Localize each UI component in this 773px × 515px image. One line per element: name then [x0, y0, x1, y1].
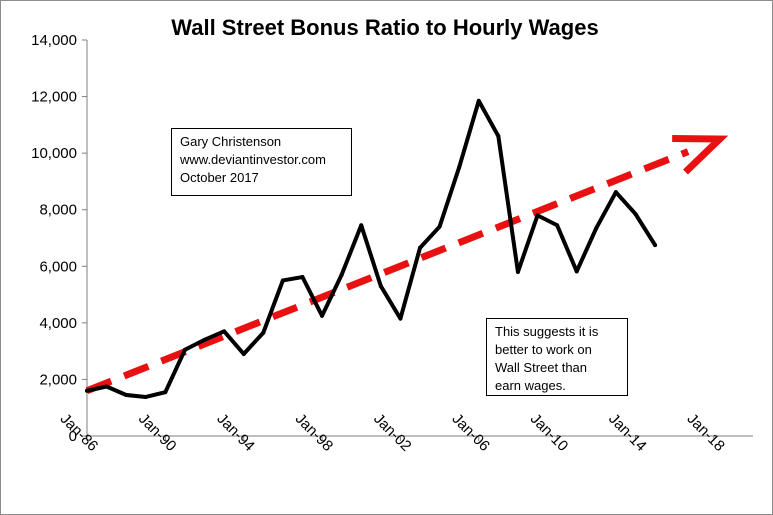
- x-tick-label: Jan-98: [292, 410, 336, 454]
- data-point: [613, 190, 618, 195]
- x-tick-label: Jan-10: [527, 410, 571, 454]
- message-note: This suggests it is better to work on Wa…: [486, 318, 628, 396]
- data-point: [457, 165, 462, 170]
- data-point: [104, 384, 109, 389]
- x-axis-ticks: Jan-86 Jan-90 Jan-94 Jan-98 Jan-02 Jan-06 Jan-…: [57, 410, 728, 454]
- data-point: [339, 272, 344, 277]
- author-website: www.deviantinvestor.com: [180, 152, 326, 167]
- axes: [86, 40, 753, 437]
- message-line-2: better to work on: [495, 342, 592, 357]
- message-line-1: This suggests it is: [495, 324, 599, 339]
- y-tick-label: 10,000: [31, 145, 77, 162]
- data-point: [633, 211, 638, 216]
- y-tick-label: 14,000: [31, 32, 77, 49]
- data-point: [359, 223, 364, 228]
- data-point: [535, 213, 540, 218]
- data-point: [124, 392, 129, 397]
- data-point: [378, 284, 383, 289]
- x-tick-label: Jan-86: [57, 410, 101, 454]
- data-point: [280, 278, 285, 283]
- data-point: [515, 269, 520, 274]
- data-point: [143, 394, 148, 399]
- y-tick-label: 0: [69, 428, 77, 445]
- series-group: [85, 98, 658, 399]
- y-tick-label: 12,000: [31, 89, 77, 106]
- x-tick-label: Jan-94: [213, 410, 257, 454]
- data-point: [202, 337, 207, 342]
- x-tick-label: Jan-90: [135, 410, 179, 454]
- trend-arrowhead: [672, 135, 729, 175]
- x-tick-label: Jan-06: [448, 410, 492, 454]
- data-point: [437, 224, 442, 229]
- y-tick-label: 4,000: [39, 315, 77, 332]
- chart-title: Wall Street Bonus Ratio to Hourly Wages: [171, 15, 598, 40]
- data-point: [496, 134, 501, 139]
- x-tick-label: Jan-02: [370, 410, 414, 454]
- data-point: [594, 226, 599, 231]
- data-point: [398, 316, 403, 321]
- x-tick-label: Jan-18: [684, 410, 728, 454]
- y-tick-label: 8,000: [39, 202, 77, 219]
- data-point: [574, 269, 579, 274]
- x-tick-label: Jan-14: [605, 410, 649, 454]
- data-point: [653, 243, 658, 248]
- y-axis-ticks: 0 2,000 4,000 6,000 8,000 10,000 12,000 14,000: [31, 32, 87, 445]
- data-point: [476, 98, 481, 103]
- trend-line: [85, 148, 690, 394]
- y-tick-label: 2,000: [39, 371, 77, 388]
- author-name: Gary Christenson: [180, 134, 282, 149]
- message-line-3: Wall Street than: [495, 360, 588, 375]
- series-line: [85, 98, 658, 399]
- data-point: [241, 351, 246, 356]
- data-point: [320, 313, 325, 318]
- data-point: [85, 388, 89, 393]
- trend-arrow: [85, 135, 729, 394]
- data-point: [222, 329, 227, 334]
- author-note: Gary Christenson www.deviantinvestor.com…: [171, 128, 352, 196]
- author-date: October 2017: [180, 170, 259, 185]
- data-point: [163, 390, 168, 395]
- data-point: [300, 275, 305, 280]
- data-point: [182, 347, 187, 352]
- message-line-4: earn wages.: [495, 378, 566, 393]
- data-point: [418, 245, 422, 250]
- data-point: [261, 330, 266, 335]
- data-point: [555, 223, 560, 228]
- y-tick-label: 6,000: [39, 258, 77, 275]
